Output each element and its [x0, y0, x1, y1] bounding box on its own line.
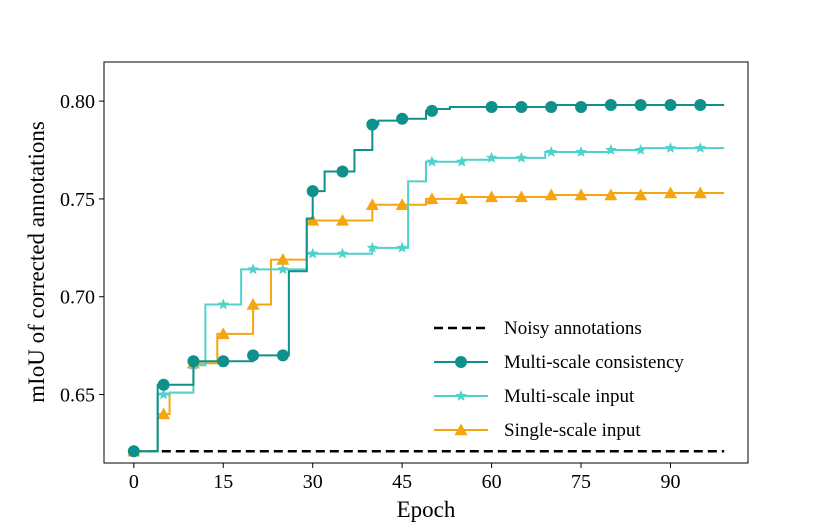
x-tick-label: 60: [482, 471, 502, 493]
data-point-multi-scale-consistency: [545, 100, 558, 113]
data-point-single-scale-input: [574, 188, 588, 201]
data-point-single-scale-input: [604, 188, 618, 201]
x-tick-label: 45: [392, 471, 412, 493]
plot-frame: [103, 61, 749, 464]
data-point-multi-scale-input: [456, 155, 468, 167]
data-point-multi-scale-consistency: [664, 99, 677, 112]
data-point-multi-scale-consistency: [157, 378, 170, 391]
data-point-multi-scale-consistency: [247, 349, 260, 362]
data-point-multi-scale-consistency: [306, 185, 319, 198]
series-multi-scale-consistency: [127, 99, 725, 458]
x-axis-title: Epoch: [397, 497, 456, 522]
legend-item-noisy-annotations: Noisy annotations: [434, 318, 642, 339]
data-point-multi-scale-consistency: [366, 118, 379, 131]
data-point-multi-scale-input: [157, 388, 170, 400]
y-tick-label: 0.75: [60, 189, 95, 211]
data-point-single-scale-input: [157, 407, 171, 420]
y-tick-label: 0.70: [60, 287, 95, 309]
data-point-single-scale-input: [634, 188, 648, 201]
data-point-single-scale-input: [216, 327, 230, 340]
data-point-single-scale-input: [514, 190, 528, 203]
legend-item-multi-scale-input: Multi-scale input: [434, 386, 635, 407]
data-point-single-scale-input: [306, 213, 320, 226]
y-tick-label: 0.65: [60, 385, 95, 407]
data-point-multi-scale-input: [694, 142, 706, 153]
y-axis-title: mIoU of corrected annotations: [24, 121, 49, 403]
x-tick-label: 75: [571, 471, 591, 493]
legend-item-multi-scale-consistency: Multi-scale consistency: [434, 352, 684, 373]
data-point-single-scale-input: [663, 186, 677, 199]
data-point-single-scale-input: [365, 198, 379, 210]
x-tick-label: 15: [213, 471, 233, 493]
data-point-single-scale-input: [544, 188, 558, 201]
data-point-multi-scale-input: [277, 263, 289, 275]
series-layer: [127, 99, 725, 458]
data-point-single-scale-input: [455, 192, 469, 205]
y-axis: 0.65 0.70 0.75 0.80: [60, 91, 104, 407]
data-point-multi-scale-consistency: [336, 165, 349, 178]
data-point-single-scale-input: [425, 192, 439, 205]
legend-marker-single-scale-input: [454, 423, 468, 436]
data-point-multi-scale-consistency: [276, 349, 289, 362]
data-point-multi-scale-consistency: [604, 99, 617, 112]
data-point-single-scale-input: [246, 298, 260, 310]
legend-marker-multi-scale-input: [455, 390, 467, 401]
x-tick-label: 90: [660, 471, 680, 493]
data-point-single-scale-input: [336, 213, 350, 226]
data-point-multi-scale-input: [217, 298, 229, 310]
legend-label-single-scale-input: Single-scale input: [504, 420, 641, 441]
data-point-multi-scale-consistency: [425, 104, 438, 117]
data-point-multi-scale-input: [247, 263, 259, 275]
legend-label-multi-scale-input: Multi-scale input: [504, 386, 635, 407]
data-point-single-scale-input: [395, 198, 409, 210]
plot-area: [104, 62, 748, 463]
data-point-multi-scale-consistency: [634, 99, 647, 112]
data-point-multi-scale-input: [634, 144, 647, 155]
data-point-multi-scale-consistency: [575, 100, 588, 113]
legend-item-single-scale-input: Single-scale input: [434, 420, 641, 441]
data-point-multi-scale-consistency: [127, 445, 140, 458]
legend-marker-multi-scale-consistency: [455, 356, 467, 368]
data-point-multi-scale-consistency: [485, 100, 498, 113]
x-tick-label: 0: [129, 471, 139, 493]
data-point-multi-scale-input: [545, 145, 557, 157]
y-tick-label: 0.80: [60, 91, 95, 113]
data-point-single-scale-input: [693, 186, 707, 199]
data-point-multi-scale-input: [336, 247, 349, 259]
data-point-multi-scale-input: [515, 151, 528, 163]
data-point-multi-scale-consistency: [217, 355, 230, 368]
legend: Noisy annotations Multi-scale consistency…: [434, 318, 684, 441]
data-point-multi-scale-input: [426, 155, 438, 167]
data-point-multi-scale-consistency: [187, 355, 200, 368]
legend-label-multi-scale-consistency: Multi-scale consistency: [504, 352, 684, 373]
data-point-multi-scale-input: [575, 145, 587, 157]
data-point-multi-scale-input: [366, 241, 379, 253]
data-point-multi-scale-consistency: [396, 112, 409, 125]
x-axis: 0 15 30 45 60 75 90: [129, 463, 680, 493]
data-point-multi-scale-input: [605, 144, 617, 155]
data-point-multi-scale-input: [307, 247, 319, 259]
data-point-multi-scale-input: [396, 241, 408, 253]
data-point-single-scale-input: [276, 253, 290, 265]
data-point-multi-scale-input: [485, 151, 498, 163]
data-point-multi-scale-consistency: [694, 99, 707, 112]
x-tick-label: 30: [303, 471, 323, 493]
data-point-single-scale-input: [485, 190, 499, 203]
data-point-multi-scale-consistency: [515, 100, 528, 113]
data-point-multi-scale-input: [664, 142, 677, 153]
legend-label-noisy-annotations: Noisy annotations: [504, 318, 642, 339]
